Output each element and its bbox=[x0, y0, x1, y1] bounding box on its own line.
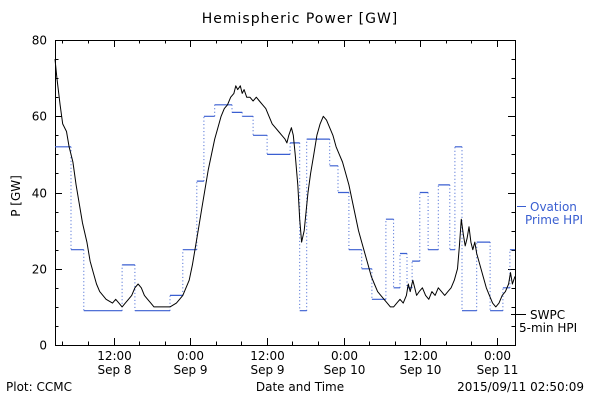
legend-swpc-label-2: 5-min HPI bbox=[519, 321, 578, 335]
legend-swpc-label-1: SWPC bbox=[530, 308, 566, 322]
y-tick-label: 60 bbox=[32, 110, 47, 124]
legend-ovation-label-2: Prime HPI bbox=[525, 213, 583, 227]
legend-ovation-label-1: Ovation bbox=[530, 200, 577, 214]
x-tick-date-label: Sep 10 bbox=[400, 363, 442, 377]
x-tick-time-label: 12:00 bbox=[403, 349, 438, 363]
plot-frame bbox=[55, 40, 516, 346]
x-tick-time-label: 0:00 bbox=[484, 349, 511, 363]
y-tick-label: 80 bbox=[32, 34, 47, 48]
plot-source-label: Plot: CCMC bbox=[6, 380, 72, 394]
x-tick-time-label: 12:00 bbox=[250, 349, 285, 363]
y-tick-label: 40 bbox=[32, 187, 47, 201]
swpc-5-min-hpi-line bbox=[54, 59, 516, 308]
ovation-prime-hpi-step-line bbox=[55, 104, 515, 312]
x-tick-time-label: 12:00 bbox=[97, 349, 132, 363]
legend-swpc-row1: SWPC bbox=[511, 309, 577, 322]
timestamp: 2015/09/11 02:50:09 bbox=[457, 380, 584, 394]
x-tick-date-label: Sep 9 bbox=[173, 363, 207, 377]
chart-title: Hemispheric Power [GW] bbox=[201, 11, 399, 27]
swpc-line-swatch-icon bbox=[511, 314, 526, 315]
x-tick-date-label: Sep 10 bbox=[324, 363, 366, 377]
x-tick-time-label: 0:00 bbox=[177, 349, 204, 363]
x-tick-date-label: Sep 8 bbox=[97, 363, 131, 377]
legend-ovation-row1: Ovation bbox=[517, 201, 583, 214]
y-axis-label: P [GW] bbox=[9, 175, 23, 217]
x-tick-date-label: Sep 11 bbox=[477, 363, 519, 377]
x-axis-label: Date and Time bbox=[255, 380, 345, 394]
ovation-line-swatch-icon bbox=[517, 206, 526, 207]
ovation-prime-hpi-step-verticals bbox=[70, 104, 511, 311]
x-tick-time-label: 0:00 bbox=[331, 349, 358, 363]
legend-swpc: SWPC 5-min HPI bbox=[511, 309, 577, 335]
y-tick-label: 0 bbox=[39, 339, 47, 353]
legend-ovation: Ovation Prime HPI bbox=[517, 201, 583, 227]
x-tick-date-label: Sep 9 bbox=[250, 363, 284, 377]
y-tick-label: 20 bbox=[32, 263, 47, 277]
